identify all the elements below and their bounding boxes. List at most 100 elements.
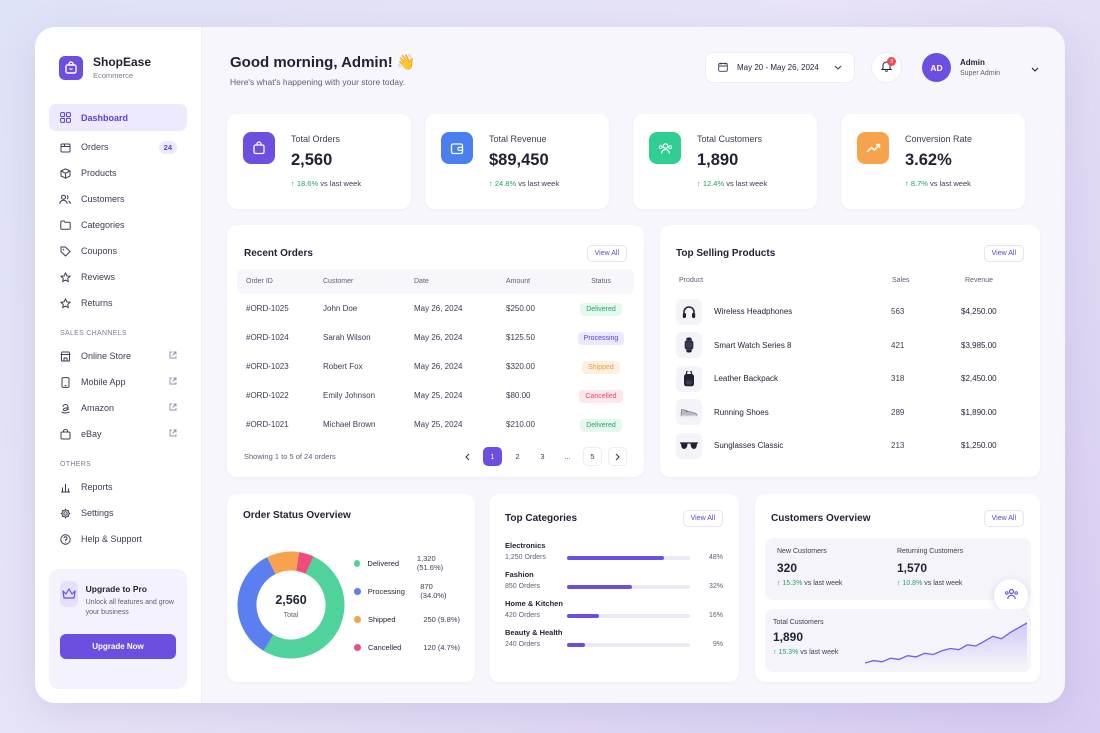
sidebar-item-customers[interactable]: Customers: [49, 186, 187, 212]
cube-icon: [59, 167, 71, 179]
top-products-card: Top Selling Products View All Product Sa…: [660, 225, 1040, 477]
category-progress-bar: [567, 584, 690, 589]
sidebar-item-categories[interactable]: Categories: [49, 212, 187, 238]
page-button[interactable]: 3: [533, 447, 552, 466]
order-id[interactable]: #ORD-1021: [246, 420, 289, 429]
table-row[interactable]: #ORD-1023 Robert Fox May 26, 2024 $320.00 Sh…: [237, 352, 634, 381]
donut-total-value: 2,560: [275, 593, 307, 607]
category-progress-bar: [567, 613, 690, 618]
stat-card-total-customers: Total Customers 1,890 ↑ 12.4% vs last we…: [633, 114, 817, 209]
avatar: AD: [922, 53, 951, 82]
sales-channels-heading: SALES CHANNELS: [60, 330, 127, 337]
sidebar-item-label: Online Store: [81, 351, 132, 361]
top-products-view-all-button[interactable]: View All: [983, 244, 1024, 262]
page-button[interactable]: 1: [483, 447, 502, 466]
category-orders: 850 Orders: [505, 583, 541, 590]
order-id[interactable]: #ORD-1023: [246, 362, 289, 371]
product-row[interactable]: Wireless Headphones 563 $4,250.00: [676, 295, 1024, 329]
table-row[interactable]: #ORD-1022 Emily Johnson May 25, 2024 $80.00…: [237, 381, 634, 410]
order-id[interactable]: #ORD-1022: [246, 391, 289, 400]
table-row[interactable]: #ORD-1024 Sarah Wilson May 26, 2024 $125.50…: [237, 323, 634, 352]
column-header: Order ID: [237, 269, 323, 294]
order-amount: $250.00: [506, 304, 535, 313]
customers-view-all-button[interactable]: View All: [983, 510, 1024, 527]
page-button[interactable]: 2: [508, 447, 527, 466]
chevron-down-icon: [1031, 59, 1039, 77]
brand-name: ShopEase: [93, 55, 152, 69]
product-sales: 213: [891, 441, 905, 451]
legend-label: Cancelled: [368, 642, 402, 652]
sidebar-item-settings[interactable]: Settings: [49, 500, 187, 526]
notifications-button[interactable]: 3: [871, 52, 902, 83]
legend-dot: [354, 559, 361, 567]
category-item: Beauty & Health 240 Orders 9%: [505, 628, 723, 648]
category-percent: 16%: [708, 612, 723, 619]
sidebar-item-products[interactable]: Products: [49, 160, 187, 186]
app-window: ShopEase Ecommerce Dashboard Orders 24 Prod…: [35, 27, 1065, 703]
returning-customers-value: 1,570: [897, 561, 928, 575]
sidebar-item-label: Categories: [81, 220, 125, 230]
sidebar-item-coupons[interactable]: Coupons: [49, 238, 187, 264]
recent-orders-view-all-button[interactable]: View All: [586, 244, 627, 262]
brand-subtitle: Ecommerce: [93, 71, 134, 80]
total-customers-panel: Total Customers 1,890 ↑ 15.3% vs last we…: [765, 609, 1031, 672]
product-sales: 318: [891, 374, 905, 384]
sidebar-item-label: Orders: [81, 142, 109, 152]
sidebar-item-orders[interactable]: Orders 24: [49, 134, 187, 160]
sidebar-item-dashboard[interactable]: Dashboard: [49, 104, 187, 131]
product-sales: 421: [891, 340, 905, 350]
star-icon: [59, 297, 71, 309]
stat-trend: ↑ 8.7% vs last week: [905, 179, 971, 188]
donut-slice-cancelled[interactable]: [237, 551, 345, 659]
sidebar-item-help-support[interactable]: Help & Support: [49, 526, 187, 552]
donut-slice-processing[interactable]: [237, 551, 345, 659]
top-categories-view-all-button[interactable]: View All: [682, 510, 723, 527]
stat-title: Conversion Rate: [905, 134, 973, 144]
page-button[interactable]: 5: [583, 447, 602, 466]
sidebar-item-online-store[interactable]: Online Store: [49, 343, 187, 369]
sidebar-item-reports[interactable]: Reports: [49, 474, 187, 500]
upgrade-description: Unlock all features and grow your busine…: [85, 599, 174, 616]
legend-item: Cancelled 120 (4.7%): [354, 633, 460, 661]
prev-page-button[interactable]: [458, 447, 477, 466]
new-customers-label: New Customers: [777, 548, 827, 555]
recent-orders-title: Recent Orders: [244, 247, 313, 259]
user-menu[interactable]: AD Admin Super Admin: [922, 53, 1039, 82]
product-row[interactable]: Sunglasses Classic 213 $1,250.00: [676, 429, 1024, 463]
upgrade-now-button[interactable]: Upgrade Now: [60, 634, 176, 659]
folder-icon: [59, 219, 71, 231]
product-row[interactable]: Running Shoes 289 $1,890.00: [676, 396, 1024, 430]
order-status-cell: Shipped: [568, 352, 634, 381]
category-progress-bar: [567, 555, 690, 560]
product-row[interactable]: Leather Backpack 318 $2,450.00: [676, 362, 1024, 396]
box-icon: [59, 141, 71, 153]
customers-group-button[interactable]: [994, 579, 1028, 613]
order-id[interactable]: #ORD-1025: [246, 304, 289, 313]
sidebar-item-returns[interactable]: Returns: [49, 290, 187, 316]
column-header: Customer: [323, 269, 414, 294]
new-customers-trend: ↑ 15.3% vs last week: [777, 580, 843, 587]
stat-value: 3.62%: [905, 151, 952, 169]
calendar-icon: [718, 62, 728, 74]
order-status-card: Order Status Overview 2,560 Total Delive…: [227, 494, 475, 682]
sidebar-item-ebay[interactable]: eBay: [49, 421, 187, 447]
brand[interactable]: ShopEase Ecommerce: [49, 55, 187, 80]
greeting-subtitle: Here's what's happening with your store …: [230, 77, 406, 87]
next-page-button[interactable]: [608, 447, 627, 466]
legend-value: 1,320 (51.6%): [416, 554, 444, 572]
order-status-cell: Delivered: [568, 410, 634, 439]
sidebar-item-amazon[interactable]: Amazon: [49, 395, 187, 421]
sidebar-item-reviews[interactable]: Reviews: [49, 264, 187, 290]
category-name: Home & Kitchen: [505, 599, 563, 608]
sidebar-item-mobile-app[interactable]: Mobile App: [49, 369, 187, 395]
column-header: Revenue: [965, 276, 994, 284]
table-row[interactable]: #ORD-1021 Michael Brown May 25, 2024 $210.0…: [237, 410, 634, 439]
product-row[interactable]: Smart Watch Series 8 421 $3,985.00: [676, 329, 1024, 363]
table-row[interactable]: #ORD-1025 John Doe May 26, 2024 $250.00 Deli…: [237, 294, 634, 323]
user-name: Admin: [960, 58, 985, 67]
order-id[interactable]: #ORD-1024: [246, 333, 289, 342]
date-range-picker[interactable]: May 20 - May 26, 2024: [705, 52, 855, 83]
main-content: Good morning, Admin! 👋 Here's what's hap…: [202, 27, 1065, 703]
sidebar-item-label: Reports: [81, 482, 113, 492]
status-legend: Delivered 1,320 (51.6%) Processing 870 (34.…: [354, 549, 460, 661]
